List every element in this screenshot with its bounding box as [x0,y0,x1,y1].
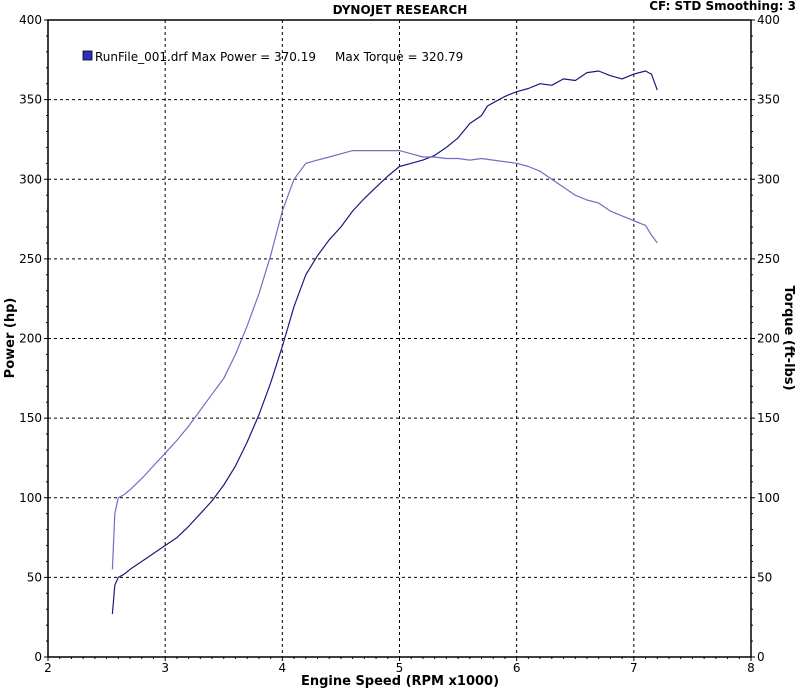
right-axis-ticks: 0 50 100 150 200 250 300 350 400 [751,13,780,664]
x-axis-label: Engine Speed (RPM x1000) [301,674,499,688]
y-tick-label-left: 0 [34,650,42,664]
left-axis-ticks: 0 50 100 150 200 250 300 350 400 [19,13,48,664]
y-tick-label-left: 300 [19,172,42,186]
x-tick-label: 6 [513,661,521,675]
legend-text: RunFile_001.drf Max Power = 370.19 Max T… [95,50,463,64]
x-tick-label: 8 [747,661,755,675]
y-tick-label-left: 50 [27,570,42,584]
y-tick-label-left: 100 [19,491,42,505]
x-tick-label: 7 [630,661,638,675]
power-line [111,70,658,615]
y-tick-label-right: 250 [757,252,780,266]
y-tick-label-left: 400 [19,13,42,27]
y-tick-label-left: 350 [19,93,42,107]
y-tick-label-right: 150 [757,411,780,425]
y-tick-label-left: 200 [19,332,42,346]
y-tick-label-right: 0 [757,650,765,664]
y-axis-label-right: Torque (ft-lbs) [781,285,796,390]
grid-lines [48,20,751,657]
y-tick-label-right: 100 [757,491,780,505]
y-tick-label-left: 150 [19,411,42,425]
x-tick-label: 4 [279,661,287,675]
y-tick-label-left: 250 [19,252,42,266]
y-tick-label-right: 300 [757,172,780,186]
y-tick-label-right: 400 [757,13,780,27]
y-tick-label-right: 200 [757,332,780,346]
series-lines [111,70,658,615]
y-tick-label-right: 350 [757,93,780,107]
torque-line [111,150,658,570]
y-tick-label-right: 50 [757,570,772,584]
legend-swatch [82,50,93,61]
header-right: CF: STD Smoothing: 3 [649,0,796,13]
y-axis-label-left: Power (hp) [3,298,18,379]
x-tick-label: 5 [396,661,404,675]
x-tick-label: 2 [44,661,52,675]
chart-title: DYNOJET RESEARCH [333,3,468,17]
x-tick-label: 3 [161,661,169,675]
x-axis-ticks: 2 3 4 5 6 7 8 [44,657,755,675]
